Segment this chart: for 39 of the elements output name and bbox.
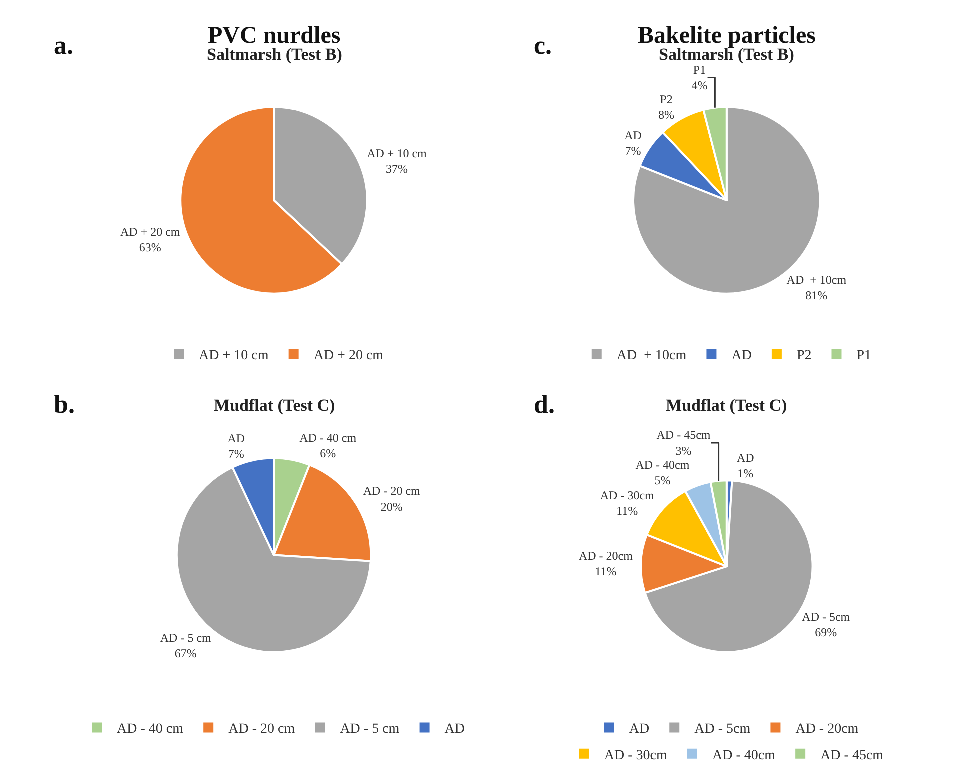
text: c.	[534, 31, 552, 60]
legend-label: AD - 45cm	[820, 748, 884, 764]
data-label: AD + 10cm 81%	[786, 273, 848, 303]
legend-label: AD	[444, 722, 466, 738]
legend-label: AD - 20 cm	[228, 722, 296, 738]
data-label: AD - 45cm 3%	[656, 428, 712, 458]
data-label: P2 8%	[658, 92, 674, 122]
legend-label: P2	[796, 348, 812, 364]
data-label: AD 1%	[736, 451, 755, 481]
legend-label: P1	[856, 348, 872, 364]
legend-label: AD - 30cm	[604, 748, 668, 764]
legend-label: AD - 5 cm	[340, 722, 400, 738]
legend-label: AD - 40 cm	[117, 722, 184, 738]
text: b.	[54, 390, 75, 419]
data-label: AD 7%	[228, 432, 246, 462]
data-label: AD - 5cm 69%	[802, 610, 851, 640]
legend-label: AD - 5cm	[694, 722, 751, 738]
data-label: AD - 40cm 5%	[636, 458, 690, 488]
legend-label: AD + 10 cm	[199, 348, 269, 364]
data-label: AD - 20 cm 20%	[363, 484, 422, 514]
data-label: AD 7%	[624, 128, 642, 158]
chart-title: Mudflat (Test C)	[666, 396, 788, 415]
legend-label: AD + 10cm	[616, 348, 687, 364]
data-label: AD + 10 cm 37%	[367, 146, 428, 176]
data-label: AD - 40 cm 6%	[300, 430, 358, 460]
data-label: AD + 20 cm 63%	[120, 225, 181, 255]
legend-label: AD	[732, 348, 752, 364]
data-label: AD - 20cm 11%	[578, 549, 634, 579]
text: d.	[534, 390, 555, 419]
data-label: AD - 30cm 11%	[600, 488, 656, 518]
text: a.	[54, 31, 74, 60]
chart-title: Mudflat (Test C)	[214, 396, 336, 415]
data-label: AD - 5 cm 67%	[160, 630, 212, 661]
legend-label: AD	[629, 722, 650, 738]
legend-label: AD + 20 cm	[314, 348, 384, 364]
data-label: P1 4%	[692, 62, 708, 92]
legend-label: AD - 20cm	[796, 722, 859, 738]
legend-label: AD - 40cm	[712, 748, 776, 764]
text: Bakelite particles	[638, 23, 816, 49]
